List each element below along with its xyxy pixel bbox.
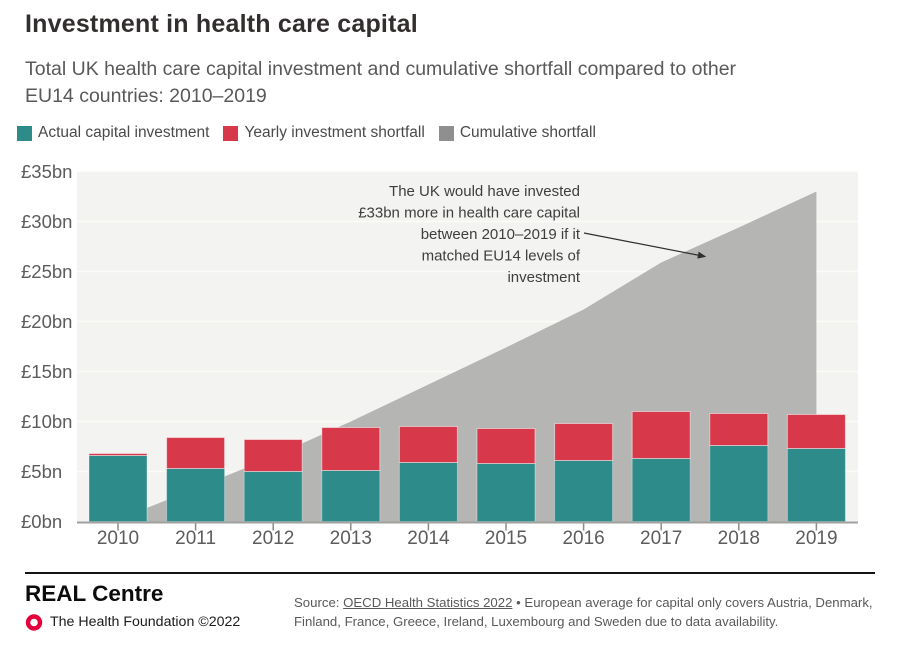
annotation-line-2: £33bn more in health care capital (358, 205, 580, 222)
investment-chart: £0bn £5bn £10bn £15bn £20bn £25bn £30bn £35bn 20… (21, 161, 858, 549)
y-axis-label-30bn: £30bn (21, 211, 72, 232)
bar-actual-2019 (786, 448, 846, 522)
source-rest: • European average for capital only cove… (294, 595, 873, 629)
chart-legend: Actual capital investment Yearly investm… (17, 124, 610, 142)
chart-subtitle-line1: Total UK health care capital investment … (25, 58, 737, 80)
bar-actual-2014 (398, 462, 458, 522)
bar-shortfall-2014 (398, 426, 458, 463)
bar-actual-2018 (709, 445, 769, 522)
y-axis-label-5bn: £5bn (21, 461, 62, 482)
legend-item-yearly-shortfall: Yearly investment shortfall (223, 124, 425, 142)
bar-shortfall-2017 (631, 411, 691, 459)
legend-item-cumulative-shortfall: Cumulative shortfall (438, 124, 596, 142)
legend-label-yearly-shortfall: Yearly investment shortfall (244, 124, 425, 141)
bar-shortfall-2015 (476, 428, 536, 464)
annotation-line-1: The UK would have invested (389, 183, 580, 200)
y-axis-label-35bn: £35bn (21, 161, 72, 182)
bar-shortfall-2011 (166, 437, 226, 469)
annotation-line-4: matched EU14 levels of (422, 248, 581, 265)
bar-actual-2017 (631, 458, 691, 522)
x-axis-label-2019: 2019 (795, 528, 837, 549)
legend-label-actual: Actual capital investment (38, 124, 210, 141)
source-link[interactable]: OECD Health Statistics 2022 (343, 595, 513, 610)
source-prefix: Source: (294, 595, 344, 610)
source-note: Source: OECD Health Statistics 2022 • Eu… (294, 594, 886, 631)
x-axis-label-2013: 2013 (330, 528, 372, 549)
bar-shortfall-2013 (321, 427, 381, 471)
x-axis-label-2015: 2015 (485, 528, 527, 549)
x-axis-label-2012: 2012 (252, 528, 294, 549)
page-title: Investment in health care capital (25, 10, 418, 38)
legend-swatch-cumulative-shortfall-icon (438, 125, 454, 141)
x-axis-label-2011: 2011 (175, 528, 216, 549)
bar-actual-2016 (554, 460, 614, 522)
health-foundation-ring-icon (25, 614, 43, 631)
bar-shortfall-2012 (243, 439, 303, 472)
bar-shortfall-2018 (709, 413, 769, 446)
health-foundation-label: The Health Foundation ©2022 (50, 614, 241, 630)
health-foundation-line: The Health Foundation ©2022 (25, 613, 240, 631)
x-axis-label-2018: 2018 (718, 528, 760, 549)
y-axis-label-20bn: £20bn (21, 311, 72, 332)
bar-actual-2011 (166, 468, 226, 522)
x-axis-label-2017: 2017 (640, 528, 682, 549)
bar-actual-2010 (88, 455, 148, 522)
x-axis-label-2010: 2010 (97, 528, 139, 549)
bar-shortfall-2010 (88, 453, 148, 456)
chart-subtitle-line2: EU14 countries: 2010–2019 (25, 85, 267, 107)
footer-divider (25, 572, 875, 574)
legend-label-cumulative-shortfall: Cumulative shortfall (459, 124, 596, 141)
legend-item-actual: Actual capital investment (17, 124, 209, 142)
bar-actual-2015 (476, 463, 536, 522)
bar-actual-2012 (243, 471, 303, 522)
x-axis-label-2016: 2016 (562, 528, 604, 549)
legend-swatch-yearly-shortfall-icon (223, 125, 239, 141)
y-axis-label-15bn: £15bn (21, 361, 72, 382)
legend-swatch-actual-icon (17, 125, 32, 141)
y-axis-label-25bn: £25bn (21, 261, 72, 282)
y-axis-label-10bn: £10bn (21, 411, 72, 432)
chart-plot-area: £0bn £5bn £10bn £15bn £20bn £25bn £30bn £35bn 20… (0, 160, 899, 580)
x-axis-label-2014: 2014 (407, 528, 450, 549)
bar-shortfall-2019 (786, 414, 846, 449)
y-axis-label-0bn: £0bn (21, 511, 62, 532)
annotation-line-5: investment (507, 269, 580, 286)
annotation-line-3: between 2010–2019 if it (421, 226, 581, 243)
bar-actual-2013 (321, 470, 381, 522)
real-centre-wordmark: REAL Centre (25, 581, 164, 606)
bar-shortfall-2016 (554, 423, 614, 461)
annotation-arrow (583, 232, 707, 259)
chart-subtitle: Total UK health care capital investment … (25, 56, 736, 110)
